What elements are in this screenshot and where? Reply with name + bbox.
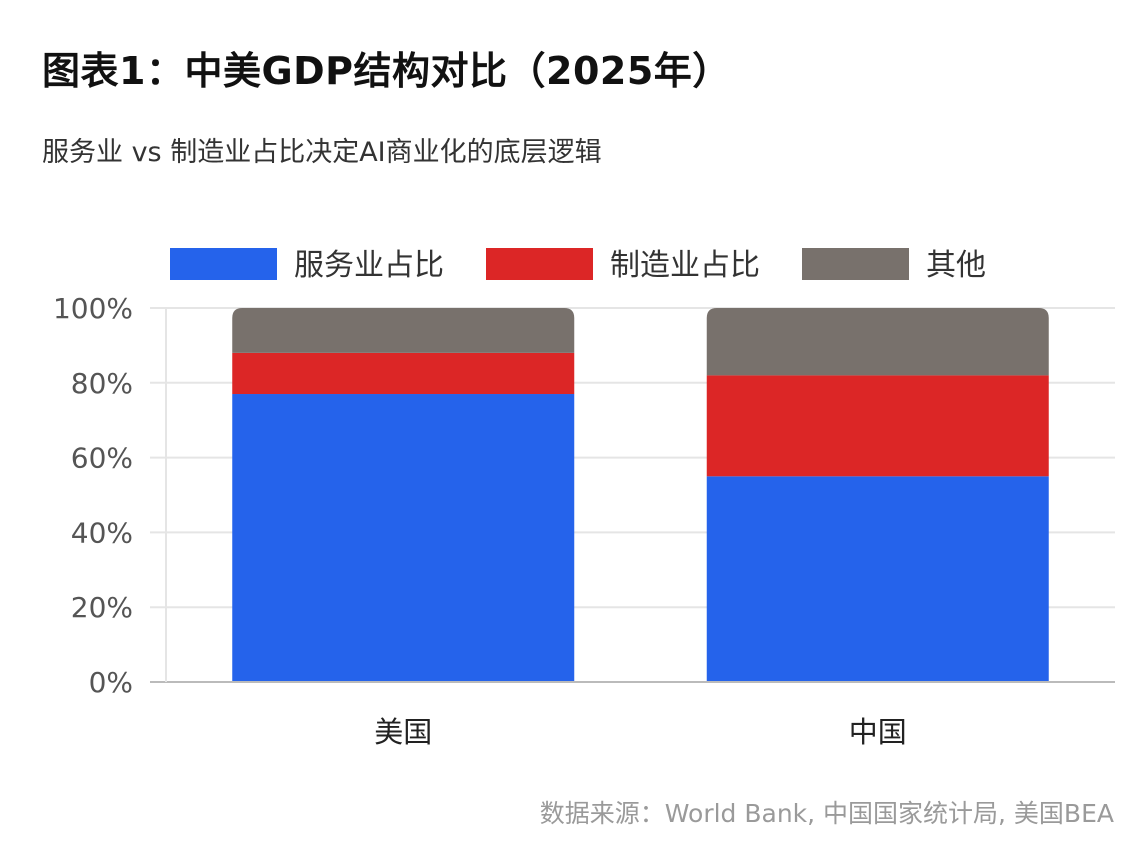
chart-subtitle: 服务业 vs 制造业占比决定AI商业化的底层逻辑: [42, 137, 602, 168]
legend-label: 其他: [926, 248, 986, 283]
y-tick-label: 80%: [71, 367, 133, 400]
bar-segment-services: [232, 394, 575, 682]
legend-label: 制造业占比: [610, 248, 760, 283]
bars: [232, 308, 1049, 682]
legend-swatch-other: [802, 248, 909, 280]
bar-segment-services: [706, 476, 1049, 682]
legend-label: 服务业占比: [294, 248, 444, 283]
y-tick-label: 0%: [89, 666, 133, 699]
y-tick-label: 40%: [71, 516, 133, 549]
x-axis: 美国 中国: [150, 308, 1115, 749]
data-source-note: 数据来源：World Bank, 中国国家统计局, 美国BEA: [539, 799, 1114, 828]
bar-segment-other: [232, 308, 575, 353]
y-axis-ticks: 0% 20% 40% 60% 80% 100%: [53, 292, 133, 699]
y-tick-label: 20%: [71, 591, 133, 624]
legend-swatch-manufacturing: [486, 248, 593, 280]
bar-segment-manufacturing: [706, 375, 1049, 477]
bar-segment-other: [706, 308, 1049, 376]
y-tick-label: 60%: [71, 442, 133, 475]
bar-segment-manufacturing: [232, 352, 575, 395]
y-tick-label: 100%: [53, 292, 133, 325]
chart-title: 图表1：中美GDP结构对比（2025年）: [42, 49, 731, 93]
x-category-label: 中国: [849, 715, 907, 749]
x-category-label: 美国: [374, 715, 432, 749]
legend-swatch-services: [170, 248, 277, 280]
legend: 服务业占比 制造业占比 其他: [170, 248, 986, 283]
